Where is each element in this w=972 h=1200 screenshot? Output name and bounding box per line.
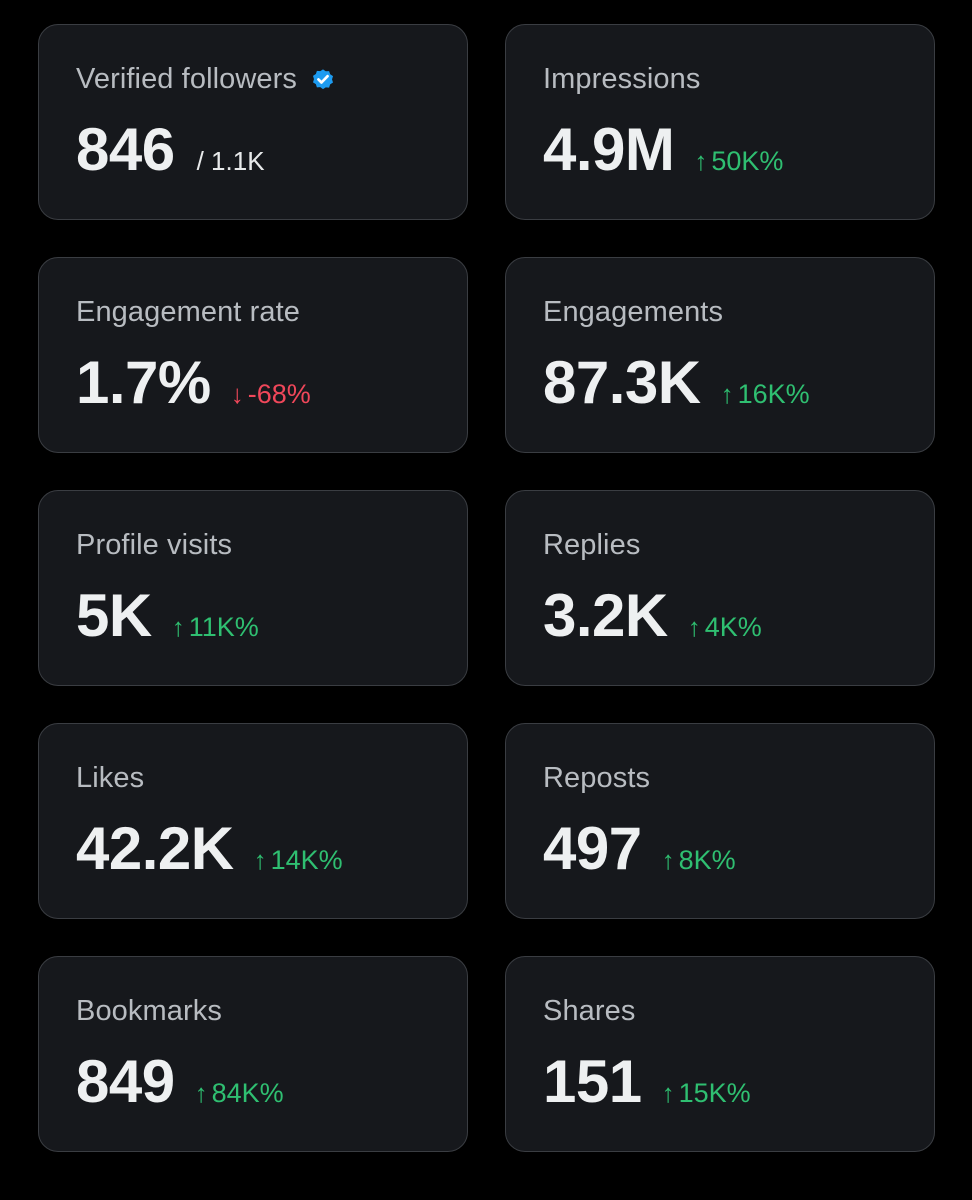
metric-trend: ↑ 15K% xyxy=(662,1078,751,1109)
metric-value-row: 849 ↑ 84K% xyxy=(76,1047,431,1117)
metric-trend: ↑ 14K% xyxy=(254,845,343,876)
metric-trend: ↑ 8K% xyxy=(662,845,736,876)
arrow-up-icon: ↑ xyxy=(253,845,267,875)
metric-trend-value: 4K% xyxy=(704,612,762,642)
arrow-up-icon: ↑ xyxy=(720,379,734,409)
metric-label: Verified followers xyxy=(76,62,298,95)
metric-card-engagements[interactable]: Engagements 87.3K ↑ 16K% xyxy=(505,257,935,453)
metric-trend: ↑ 11K% xyxy=(172,612,259,643)
metric-value: 87.3K xyxy=(543,349,701,416)
metric-card-impressions[interactable]: Impressions 4.9M ↑ 50K% xyxy=(505,24,935,220)
metric-card-likes[interactable]: Likes 42.2K ↑ 14K% xyxy=(38,723,468,919)
metric-value-row: 42.2K ↑ 14K% xyxy=(76,814,431,884)
arrow-up-icon: ↑ xyxy=(661,1078,675,1108)
arrow-up-icon: ↑ xyxy=(661,845,675,875)
arrow-down-icon: ↓ xyxy=(230,379,244,409)
metric-trend-value: -68% xyxy=(247,379,311,409)
verified-badge-icon xyxy=(313,69,334,90)
metric-value-row: 497 ↑ 8K% xyxy=(543,814,898,884)
arrow-up-icon: ↑ xyxy=(687,612,701,642)
arrow-up-icon: ↑ xyxy=(171,612,185,642)
metric-value: 849 xyxy=(76,1048,175,1115)
metric-label-row: Bookmarks xyxy=(76,993,431,1029)
metric-label-row: Engagements xyxy=(543,294,898,330)
metric-value-row: 1.7% ↓ -68% xyxy=(76,348,431,418)
metric-value: 4.9M xyxy=(543,116,675,183)
metric-label: Engagements xyxy=(543,295,724,328)
metric-label-row: Shares xyxy=(543,993,898,1029)
metric-value-row: 151 ↑ 15K% xyxy=(543,1047,898,1117)
metric-label: Impressions xyxy=(543,62,701,95)
metric-value-row: 87.3K ↑ 16K% xyxy=(543,348,898,418)
metric-trend: ↓ -68% xyxy=(231,379,311,410)
metric-label: Replies xyxy=(543,528,641,561)
metric-value: 3.2K xyxy=(543,582,668,649)
arrow-up-icon: ↑ xyxy=(694,146,708,176)
metric-trend-value: 11K% xyxy=(188,612,259,642)
metric-trend-value: 14K% xyxy=(270,845,343,875)
metric-label-row: Verified followers xyxy=(76,61,431,97)
metric-trend: ↑ 50K% xyxy=(694,146,783,177)
metric-trend-value: 8K% xyxy=(678,845,736,875)
metric-label: Bookmarks xyxy=(76,994,222,1027)
metric-value: 1.7% xyxy=(76,349,211,416)
metric-label: Reposts xyxy=(543,761,651,794)
metric-value: 497 xyxy=(543,815,642,882)
metric-total: / 1.1K xyxy=(196,146,265,176)
metric-label: Shares xyxy=(543,994,636,1027)
metric-label-row: Replies xyxy=(543,527,898,563)
metric-value-row: 5K ↑ 11K% xyxy=(76,581,431,651)
metric-card-profile-visits[interactable]: Profile visits 5K ↑ 11K% xyxy=(38,490,468,686)
metric-value-row: 3.2K ↑ 4K% xyxy=(543,581,898,651)
metric-card-verified-followers[interactable]: Verified followers 846 / 1.1K xyxy=(38,24,468,220)
metric-trend-value: 50K% xyxy=(711,146,784,176)
metric-label-row: Reposts xyxy=(543,760,898,796)
metric-label: Likes xyxy=(76,761,145,794)
metric-label-row: Impressions xyxy=(543,61,898,97)
metric-trend-value: 84K% xyxy=(211,1078,284,1108)
metric-label-row: Profile visits xyxy=(76,527,431,563)
metric-label: Profile visits xyxy=(76,528,233,561)
metric-trend: ↑ 84K% xyxy=(195,1078,284,1109)
metric-value: 42.2K xyxy=(76,815,234,882)
metric-card-bookmarks[interactable]: Bookmarks 849 ↑ 84K% xyxy=(38,956,468,1152)
metric-label: Engagement rate xyxy=(76,295,300,328)
metric-value-row: 846 / 1.1K xyxy=(76,115,431,185)
metric-label-row: Likes xyxy=(76,760,431,796)
metric-value: 846 xyxy=(76,116,175,183)
metric-trend: ↑ 4K% xyxy=(688,612,762,643)
metric-trend-value: 16K% xyxy=(737,379,810,409)
metric-trend-value: 15K% xyxy=(678,1078,751,1108)
arrow-up-icon: ↑ xyxy=(194,1078,208,1108)
metric-label-row: Engagement rate xyxy=(76,294,431,330)
metric-value: 151 xyxy=(543,1048,642,1115)
metric-card-engagement-rate[interactable]: Engagement rate 1.7% ↓ -68% xyxy=(38,257,468,453)
metric-card-replies[interactable]: Replies 3.2K ↑ 4K% xyxy=(505,490,935,686)
metric-trend: ↑ 16K% xyxy=(721,379,810,410)
metric-value-row: 4.9M ↑ 50K% xyxy=(543,115,898,185)
metric-card-reposts[interactable]: Reposts 497 ↑ 8K% xyxy=(505,723,935,919)
metric-value: 5K xyxy=(76,582,152,649)
metric-card-shares[interactable]: Shares 151 ↑ 15K% xyxy=(505,956,935,1152)
